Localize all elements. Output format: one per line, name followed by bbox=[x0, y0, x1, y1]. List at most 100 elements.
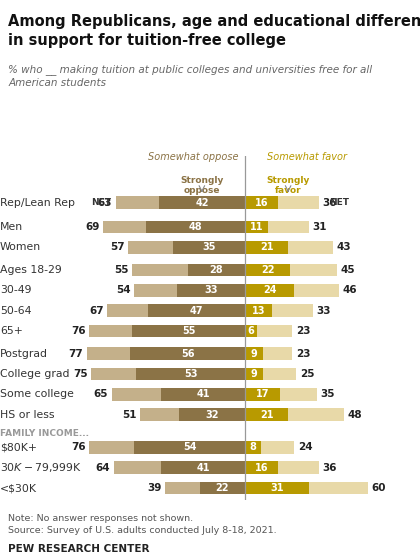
Text: 50-64: 50-64 bbox=[0, 306, 32, 316]
Bar bbox=[245, 409, 344, 421]
Text: 47: 47 bbox=[190, 306, 204, 316]
Text: $80K+: $80K+ bbox=[0, 443, 37, 453]
Bar bbox=[103, 221, 245, 234]
Bar bbox=[89, 325, 245, 337]
Text: HS or less: HS or less bbox=[0, 410, 55, 420]
Bar bbox=[245, 284, 294, 297]
Text: Postgrad: Postgrad bbox=[0, 349, 48, 359]
Bar bbox=[245, 284, 339, 297]
Text: 33: 33 bbox=[316, 306, 331, 316]
Text: % who __ making tuition at public colleges and universities free for all
America: % who __ making tuition at public colleg… bbox=[8, 64, 373, 88]
Text: 31: 31 bbox=[312, 222, 327, 232]
Bar bbox=[245, 388, 280, 401]
Bar bbox=[245, 482, 309, 494]
Text: 67: 67 bbox=[89, 306, 104, 316]
Text: 53: 53 bbox=[184, 369, 197, 379]
Bar bbox=[245, 368, 297, 380]
Bar bbox=[245, 264, 337, 276]
Bar bbox=[132, 264, 245, 276]
Text: 46: 46 bbox=[343, 285, 357, 295]
Text: FAMILY INCOME...: FAMILY INCOME... bbox=[0, 429, 89, 438]
Bar bbox=[132, 325, 245, 337]
Text: 65+: 65+ bbox=[0, 326, 23, 336]
Text: NET: NET bbox=[91, 198, 111, 207]
Bar bbox=[136, 368, 245, 380]
Text: Ages 18-29: Ages 18-29 bbox=[0, 265, 62, 275]
Text: 8: 8 bbox=[250, 443, 257, 453]
Text: 16: 16 bbox=[255, 197, 268, 207]
Bar bbox=[161, 461, 245, 474]
Text: 6: 6 bbox=[248, 326, 255, 336]
Bar bbox=[245, 241, 333, 254]
Text: 54: 54 bbox=[116, 285, 131, 295]
Bar bbox=[245, 368, 263, 380]
Text: 54: 54 bbox=[183, 443, 196, 453]
Bar bbox=[91, 368, 245, 380]
Bar bbox=[245, 196, 319, 209]
Text: 42: 42 bbox=[195, 197, 209, 207]
Text: <$30K: <$30K bbox=[0, 483, 37, 493]
Bar bbox=[200, 482, 245, 494]
Text: 36: 36 bbox=[323, 463, 337, 473]
Text: 23: 23 bbox=[296, 326, 310, 336]
Text: 43: 43 bbox=[337, 242, 352, 252]
Text: 16: 16 bbox=[255, 463, 268, 473]
Text: 11: 11 bbox=[249, 222, 263, 232]
Bar bbox=[245, 482, 368, 494]
Text: 48: 48 bbox=[189, 222, 202, 232]
Bar bbox=[245, 388, 317, 401]
Text: 60: 60 bbox=[372, 483, 386, 493]
Text: 41: 41 bbox=[196, 389, 210, 399]
Text: 23: 23 bbox=[296, 349, 310, 359]
Text: 45: 45 bbox=[341, 265, 355, 275]
Text: 63: 63 bbox=[97, 197, 112, 207]
Bar bbox=[89, 441, 245, 454]
Text: 55: 55 bbox=[114, 265, 129, 275]
Bar bbox=[245, 441, 294, 454]
Text: 41: 41 bbox=[196, 463, 210, 473]
Text: Strongly
favor: Strongly favor bbox=[266, 176, 310, 196]
Bar bbox=[245, 304, 272, 317]
Text: 64: 64 bbox=[95, 463, 110, 473]
Text: 57: 57 bbox=[110, 242, 124, 252]
Text: Somewhat favor: Somewhat favor bbox=[267, 152, 346, 162]
Text: 25: 25 bbox=[300, 369, 314, 379]
Text: 30-49: 30-49 bbox=[0, 285, 32, 295]
Bar bbox=[245, 196, 278, 209]
Bar bbox=[108, 304, 245, 317]
Text: 76: 76 bbox=[71, 443, 85, 453]
Bar bbox=[134, 441, 245, 454]
Text: PEW RESEARCH CENTER: PEW RESEARCH CENTER bbox=[8, 544, 150, 554]
Bar bbox=[134, 284, 245, 297]
Bar bbox=[245, 441, 261, 454]
Text: Men: Men bbox=[0, 222, 23, 232]
Bar bbox=[245, 461, 278, 474]
Text: 32: 32 bbox=[205, 410, 219, 420]
Bar bbox=[147, 221, 245, 234]
Text: 13: 13 bbox=[252, 306, 265, 316]
Bar bbox=[245, 264, 290, 276]
Text: 69: 69 bbox=[85, 222, 100, 232]
Text: 22: 22 bbox=[215, 483, 229, 493]
Bar bbox=[159, 196, 245, 209]
Bar bbox=[245, 325, 292, 337]
Text: Strongly
oppose: Strongly oppose bbox=[180, 176, 223, 196]
Bar bbox=[177, 284, 245, 297]
Text: 36: 36 bbox=[323, 197, 337, 207]
Bar bbox=[245, 347, 263, 360]
Bar bbox=[245, 409, 288, 421]
Bar bbox=[149, 304, 245, 317]
Text: Among Republicans, age and educational differences
in support for tuition-free c: Among Republicans, age and educational d… bbox=[8, 14, 420, 47]
Bar bbox=[245, 347, 292, 360]
Text: College grad: College grad bbox=[0, 369, 69, 379]
Text: 51: 51 bbox=[122, 410, 137, 420]
Bar bbox=[245, 221, 268, 234]
Bar bbox=[245, 325, 257, 337]
Text: 21: 21 bbox=[260, 242, 273, 252]
Bar bbox=[116, 196, 245, 209]
Text: 48: 48 bbox=[347, 410, 362, 420]
Bar bbox=[112, 388, 245, 401]
Text: Rep/Lean Rep: Rep/Lean Rep bbox=[0, 197, 75, 207]
Text: 31: 31 bbox=[270, 483, 284, 493]
Text: 33: 33 bbox=[205, 285, 218, 295]
